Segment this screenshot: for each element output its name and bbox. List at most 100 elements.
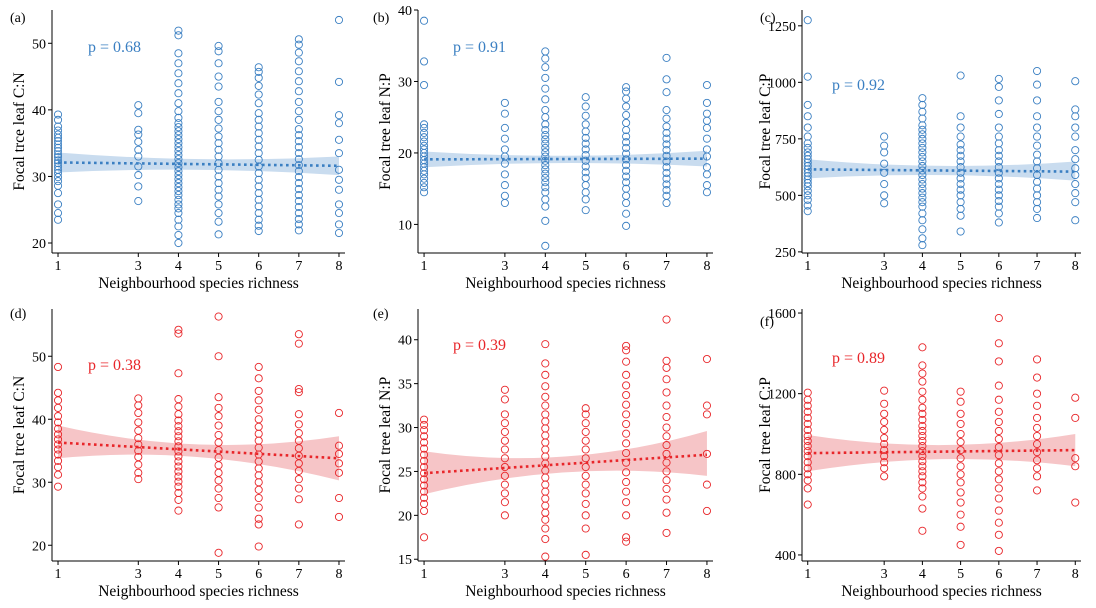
data-point: [214, 124, 223, 133]
data-point: [254, 122, 263, 131]
data-point: [334, 408, 344, 418]
data-point: [803, 207, 812, 216]
data-point: [334, 111, 344, 120]
data-point: [581, 162, 590, 171]
data-point: [622, 346, 631, 355]
data-point: [541, 382, 550, 391]
data-point: [918, 409, 927, 418]
data-point: [294, 220, 303, 229]
data-point: [622, 166, 631, 175]
data-point: [214, 97, 223, 106]
data-point: [294, 67, 303, 76]
data-point: [541, 188, 550, 197]
data-point: [581, 419, 590, 428]
data-point: [994, 467, 1003, 476]
data-point: [581, 93, 590, 102]
data-point: [214, 145, 223, 154]
data-point: [53, 110, 63, 119]
data-point: [880, 141, 889, 150]
data-point: [803, 458, 812, 467]
data-point: [420, 137, 429, 146]
data-point: [334, 119, 344, 128]
data-point: [803, 401, 812, 410]
data-point: [581, 206, 590, 215]
panel-label: (b): [373, 11, 390, 26]
data-point: [174, 159, 183, 168]
data-point: [294, 429, 303, 438]
data-point: [334, 165, 344, 174]
data-point: [294, 40, 303, 49]
p-value-annotation: p = 0.68: [88, 39, 141, 56]
data-point: [254, 386, 263, 395]
data-point: [956, 132, 965, 141]
data-point: [214, 107, 223, 116]
data-point: [581, 151, 590, 160]
data-point: [254, 542, 263, 551]
data-point: [994, 196, 1003, 206]
data-point: [254, 115, 263, 124]
data-point: [420, 415, 429, 424]
data-point: [254, 429, 263, 438]
p-value-annotation: p = 0.39: [453, 337, 506, 354]
data-point: [254, 209, 263, 218]
data-point: [880, 472, 889, 481]
data-point: [294, 203, 303, 212]
data-point: [214, 312, 223, 321]
data-point: [500, 427, 509, 436]
y-tick-label: 20: [32, 237, 46, 252]
data-point: [174, 123, 183, 132]
data-point: [134, 426, 143, 435]
data-point: [134, 394, 143, 403]
panel-label: (a): [10, 11, 26, 26]
data-point: [956, 498, 965, 507]
data-point: [994, 339, 1003, 348]
x-tick-label: 7: [1034, 259, 1041, 274]
x-tick-label: 6: [255, 259, 262, 274]
data-point: [662, 315, 671, 324]
data-point: [53, 159, 63, 168]
data-point: [214, 72, 223, 81]
data-point: [53, 362, 63, 372]
data-point: [803, 123, 812, 132]
data-point: [622, 191, 631, 200]
trend-line: [57, 441, 340, 460]
data-point: [420, 506, 429, 516]
data-point: [803, 16, 812, 25]
data-point: [541, 216, 550, 225]
data-point: [956, 211, 965, 220]
data-point: [1032, 389, 1042, 398]
data-point: [918, 369, 927, 378]
data-point: [581, 102, 590, 111]
data-point: [53, 122, 63, 131]
x-tick-label: 1: [421, 259, 428, 274]
data-point: [622, 458, 631, 467]
data-point: [918, 504, 927, 513]
data-point: [541, 139, 550, 148]
data-point: [134, 152, 143, 161]
data-point: [622, 511, 631, 520]
data-point: [918, 148, 927, 157]
y-axis-label: Focal tree leaf N:P: [377, 377, 394, 494]
data-point: [214, 82, 223, 91]
data-point: [918, 234, 927, 243]
data-point: [294, 57, 303, 66]
data-point: [174, 79, 183, 88]
data-point: [420, 145, 429, 154]
data-point: [541, 113, 550, 122]
data-point: [334, 149, 344, 158]
data-point: [803, 148, 812, 157]
data-point: [702, 123, 711, 132]
x-axis-label: Neighbourhood species richness: [465, 583, 666, 600]
data-point: [53, 177, 63, 186]
y-tick-label: 1250: [768, 20, 796, 35]
data-point: [1071, 105, 1080, 114]
data-point: [174, 452, 183, 461]
data-point: [53, 450, 63, 459]
data-point: [134, 197, 143, 206]
data-point: [1032, 184, 1042, 193]
data-point: [803, 72, 812, 81]
data-point: [622, 138, 631, 147]
data-point: [174, 482, 183, 491]
data-point: [420, 462, 429, 472]
data-point: [994, 168, 1003, 177]
